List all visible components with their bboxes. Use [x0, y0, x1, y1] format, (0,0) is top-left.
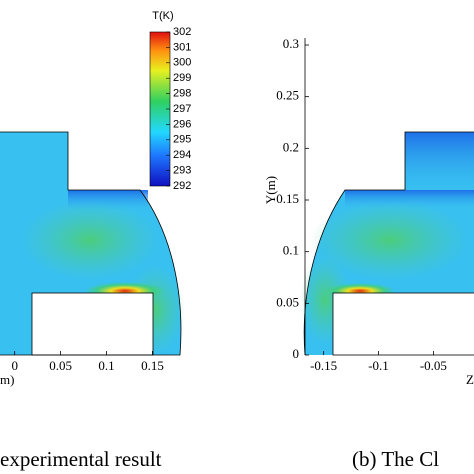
x-tick-label: 0.15 [141, 358, 164, 373]
colorbar-tick-label: 296 [173, 118, 191, 130]
y-tick-label: 0.2 [283, 139, 299, 154]
y-tick-label: 0.25 [276, 88, 299, 103]
x-tick-label: -0.05 [420, 358, 447, 373]
colorbar-tick-label: 302 [173, 26, 191, 38]
colorbar-tick-label: 301 [173, 41, 191, 53]
y-tick-label: 0.3 [283, 36, 299, 51]
y-tick-label: 0 [293, 346, 300, 361]
colorbar-tick-label: 292 [173, 180, 191, 192]
x-axis-label: m) [0, 372, 14, 387]
caption: experimental result [0, 447, 162, 471]
colorbar-tick-label: 298 [173, 88, 191, 100]
colorbar-tick-label: 293 [173, 165, 191, 177]
y-axis-label: Y(m) [263, 176, 278, 204]
x-tick-label: 0.1 [98, 358, 114, 373]
left-field [0, 131, 185, 356]
colorbar-tick-label: 295 [173, 134, 191, 146]
colorbar-tick-label: 300 [173, 57, 191, 69]
caption: (b) The Cl [352, 447, 439, 471]
x-tick-label: -0.1 [368, 358, 389, 373]
y-tick-label: 0.1 [283, 243, 299, 258]
y-tick-label: 0.15 [276, 191, 299, 206]
colorbar-tick-label: 297 [173, 103, 191, 115]
x-tick-label: -0.15 [310, 358, 337, 373]
colorbar-tick-label: 299 [173, 72, 191, 84]
x-axis-label: Z [466, 372, 474, 387]
colorbar-tick-label: 294 [173, 149, 191, 161]
colorbar-title: T(K) [152, 10, 173, 22]
right-field [300, 38, 474, 356]
y-tick-label: 0.05 [276, 294, 299, 309]
x-tick-label: 0 [11, 358, 18, 373]
x-tick-label: 0.05 [49, 358, 72, 373]
